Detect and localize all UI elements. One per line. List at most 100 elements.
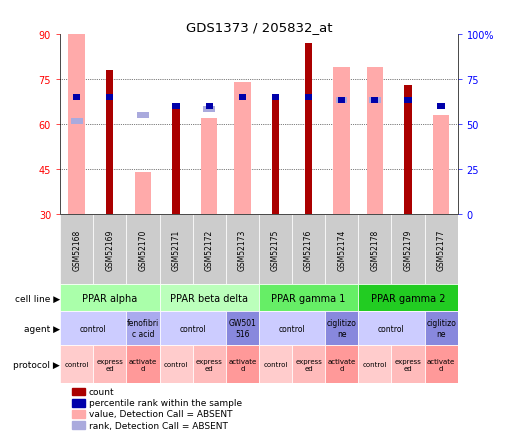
- Text: control: control: [164, 361, 188, 367]
- Bar: [259, 214, 292, 285]
- Bar: [173, 104, 180, 109]
- Text: count: count: [89, 387, 115, 396]
- Text: GSM52169: GSM52169: [105, 229, 115, 270]
- Bar: [72, 399, 85, 407]
- Text: activate
d: activate d: [427, 358, 455, 371]
- Text: express
ed: express ed: [196, 358, 223, 371]
- Bar: [433, 115, 449, 214]
- Bar: [160, 214, 192, 285]
- Bar: [325, 214, 358, 285]
- Bar: [73, 95, 81, 101]
- Bar: [425, 312, 458, 345]
- Text: GSM52178: GSM52178: [370, 229, 379, 270]
- Bar: [358, 312, 425, 345]
- Bar: [72, 421, 85, 429]
- Text: GSM52179: GSM52179: [403, 229, 413, 270]
- Bar: [292, 345, 325, 384]
- Text: GSM52173: GSM52173: [238, 229, 247, 270]
- Bar: [137, 113, 149, 118]
- Bar: [292, 214, 325, 285]
- Bar: [127, 345, 160, 384]
- Text: rank, Detection Call = ABSENT: rank, Detection Call = ABSENT: [89, 421, 228, 430]
- Bar: [325, 312, 358, 345]
- Bar: [391, 345, 425, 384]
- Text: GSM52171: GSM52171: [172, 229, 180, 270]
- Text: GSM52170: GSM52170: [139, 229, 147, 270]
- Bar: [93, 345, 127, 384]
- Bar: [425, 345, 458, 384]
- Bar: [60, 214, 93, 285]
- Bar: [338, 98, 345, 104]
- Title: GDS1373 / 205832_at: GDS1373 / 205832_at: [186, 20, 332, 33]
- Text: control: control: [179, 324, 206, 333]
- Text: fenofibri
c acid: fenofibri c acid: [127, 319, 159, 338]
- Bar: [404, 98, 412, 104]
- Bar: [203, 107, 215, 112]
- Bar: [404, 85, 412, 214]
- Text: activate
d: activate d: [129, 358, 157, 371]
- Text: control: control: [279, 324, 305, 333]
- Bar: [106, 71, 113, 214]
- Text: control: control: [64, 361, 89, 367]
- Text: GSM52168: GSM52168: [72, 229, 81, 270]
- Bar: [358, 214, 391, 285]
- Bar: [60, 345, 93, 384]
- Text: cell line ▶: cell line ▶: [15, 294, 60, 303]
- Bar: [127, 312, 160, 345]
- Text: GSM52174: GSM52174: [337, 229, 346, 270]
- Text: control: control: [80, 324, 107, 333]
- Bar: [272, 95, 279, 101]
- Text: express
ed: express ed: [96, 358, 123, 371]
- Bar: [60, 285, 160, 312]
- Bar: [259, 345, 292, 384]
- Text: PPAR gamma 2: PPAR gamma 2: [371, 293, 445, 303]
- Bar: [358, 345, 391, 384]
- Bar: [336, 98, 347, 104]
- Bar: [325, 345, 358, 384]
- Bar: [106, 95, 113, 101]
- Text: GSM52176: GSM52176: [304, 229, 313, 270]
- Bar: [135, 172, 151, 214]
- Bar: [160, 345, 192, 384]
- Text: PPAR beta delta: PPAR beta delta: [170, 293, 248, 303]
- Text: percentile rank within the sample: percentile rank within the sample: [89, 398, 242, 408]
- Bar: [234, 82, 251, 214]
- Text: activate
d: activate d: [327, 358, 356, 371]
- Text: express
ed: express ed: [295, 358, 322, 371]
- Bar: [334, 68, 350, 214]
- Bar: [192, 214, 226, 285]
- Bar: [272, 101, 279, 214]
- Text: GSM52172: GSM52172: [204, 229, 214, 270]
- Bar: [72, 388, 85, 395]
- Text: activate
d: activate d: [228, 358, 256, 371]
- Bar: [391, 214, 425, 285]
- Bar: [358, 285, 458, 312]
- Bar: [226, 214, 259, 285]
- Bar: [60, 312, 127, 345]
- Bar: [93, 214, 127, 285]
- Bar: [226, 312, 259, 345]
- Text: protocol ▶: protocol ▶: [14, 360, 60, 369]
- Bar: [192, 345, 226, 384]
- Text: control: control: [362, 361, 387, 367]
- Text: GW501
516: GW501 516: [229, 319, 256, 338]
- Text: control: control: [263, 361, 288, 367]
- Bar: [437, 104, 445, 109]
- Bar: [206, 104, 213, 109]
- Bar: [425, 214, 458, 285]
- Bar: [201, 118, 218, 214]
- Bar: [259, 312, 325, 345]
- Text: PPAR gamma 1: PPAR gamma 1: [271, 293, 346, 303]
- Text: ciglitizo
ne: ciglitizo ne: [426, 319, 456, 338]
- Text: control: control: [378, 324, 405, 333]
- Bar: [369, 98, 381, 104]
- Text: PPAR alpha: PPAR alpha: [82, 293, 138, 303]
- Bar: [160, 312, 226, 345]
- Bar: [367, 68, 383, 214]
- Text: agent ▶: agent ▶: [24, 324, 60, 333]
- Text: value, Detection Call = ABSENT: value, Detection Call = ABSENT: [89, 409, 232, 418]
- Bar: [259, 285, 358, 312]
- Bar: [305, 95, 312, 101]
- Bar: [71, 119, 83, 125]
- Bar: [127, 214, 160, 285]
